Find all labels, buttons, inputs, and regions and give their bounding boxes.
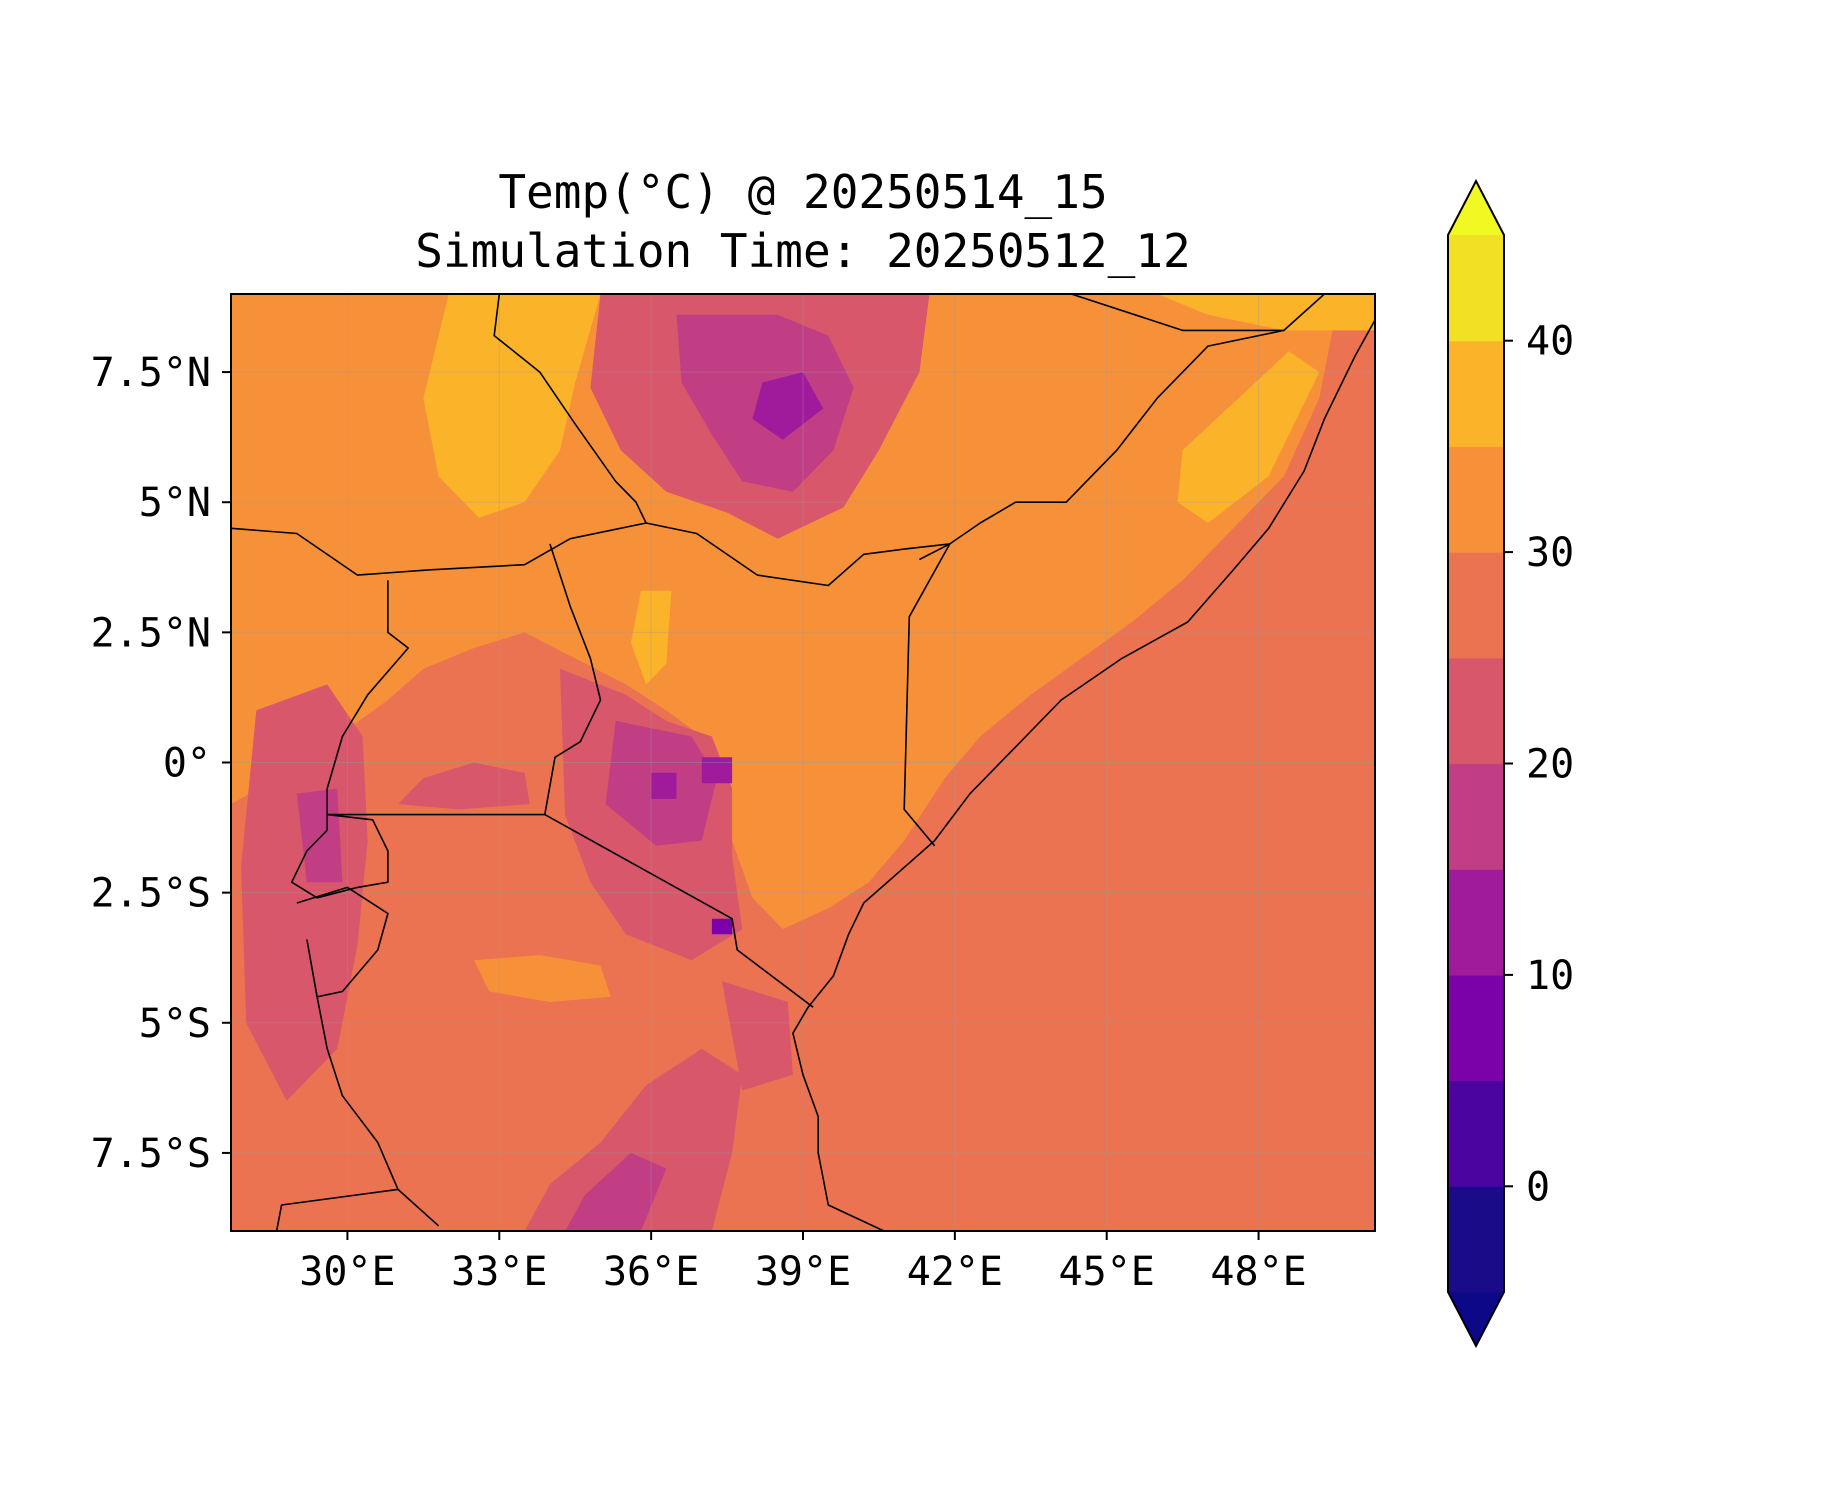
colorbar-tick-label: 30 [1526, 530, 1574, 576]
border-tanzania-drc-lake-border [316, 996, 440, 1227]
colorbar-segment [1448, 1080, 1504, 1187]
colorbar-segment [1448, 552, 1504, 659]
temp-contour-cold-ethiopian-peak [752, 372, 824, 440]
colorbar-segment [1448, 1186, 1504, 1293]
y-tick-label: 2.5°S [91, 871, 211, 917]
border-tanzania-zambia-border [275, 1188, 399, 1231]
border-rwanda-border [290, 813, 389, 899]
x-tick-label: 42°E [907, 1249, 1003, 1295]
x-tick-label: 36°E [603, 1249, 699, 1295]
temp-contour-hot-turkana [630, 590, 672, 685]
border-ethiopia-somalia-border [919, 294, 1375, 561]
border-uganda-drc-border [326, 580, 409, 831]
colorbar-segment [1448, 235, 1504, 342]
colorbar-tick-label: 10 [1526, 953, 1574, 999]
temp-contour-hot-north-somalia [1157, 294, 1375, 331]
border-south-sudan-border [231, 294, 647, 576]
country-borders-and-coastline [231, 294, 1375, 1231]
x-tick-label: 48°E [1210, 1249, 1306, 1295]
temp-contour-mild-uganda [398, 762, 530, 810]
colorbar-extend-bottom [1448, 1292, 1504, 1346]
x-tick-label: 45°E [1059, 1249, 1155, 1295]
temp-contour-hot-sudan-lowlands [423, 294, 601, 518]
border-coastline [792, 319, 1375, 1231]
temp-contour-hot-somali-coast [1177, 351, 1320, 523]
colorbar-tick-label: 0 [1526, 1164, 1550, 1210]
border-kenya-uganda-border [544, 543, 602, 815]
y-tick-label: 2.5°N [91, 610, 211, 656]
y-tick-label: 7.5°N [91, 350, 211, 396]
colorbar-segment [1448, 763, 1504, 870]
border-kenya-tanzania-border [544, 813, 814, 1008]
x-tick-label: 33°E [451, 1249, 547, 1295]
x-tick-label: 30°E [299, 1249, 395, 1295]
temp-contour-cool-southern-highlands [565, 1152, 667, 1231]
latitude-axis: 7.5°N 5°N 2.5°N 0° 2.5°S 5°S 7.5°S [91, 350, 231, 1177]
temp-contour-mild-usambara [722, 981, 793, 1091]
border-kenya-ethiopia-border [645, 522, 950, 587]
y-tick-label: 5°S [139, 1001, 211, 1047]
title-line-1: Temp(°C) @ 20250514_15 [498, 165, 1107, 219]
colorbar-segment [1448, 869, 1504, 976]
colorbar-tick-label: 20 [1526, 742, 1574, 788]
colorbar-extend-top [1448, 181, 1504, 235]
temperature-field [231, 294, 1375, 1231]
y-tick-label: 5°N [139, 480, 211, 526]
colorbar-segment [1448, 974, 1504, 1082]
longitude-axis: 30°E 33°E 36°E 39°E 42°E 45°E 48°E [299, 1231, 1307, 1295]
temp-contour-mild-southern-highlands [524, 1048, 743, 1231]
temp-contour-warm-west-tanzania [474, 955, 611, 1002]
temp-contour-cool-rwenzori [296, 788, 343, 883]
temp-contour-cold-aberdares [651, 772, 677, 799]
x-tick-label: 39°E [755, 1249, 851, 1295]
temp-contour-mild-albertine-rift [241, 684, 368, 1101]
colorbar-segment [1448, 657, 1504, 765]
colorbar: 0 10 20 30 40 [1447, 178, 1574, 1349]
border-somaliland-border [1071, 294, 1284, 332]
temp-contour-cold-mt-kenya [701, 757, 733, 784]
colorbar-outline [1447, 178, 1505, 1349]
y-tick-label: 7.5°S [91, 1131, 211, 1177]
title-line-2: Simulation Time: 20250512_12 [415, 224, 1190, 278]
colorbar-segment [1448, 446, 1504, 553]
y-tick-label: 0° [163, 741, 211, 787]
map-gridlines [231, 294, 1375, 1231]
temp-contour-colder-kilimanjaro [711, 918, 733, 935]
colorbar-segment [1448, 340, 1504, 447]
map-panel [231, 294, 1375, 1231]
border-kenya-somalia-border [903, 543, 951, 847]
colorbar-tick-label: 40 [1526, 319, 1574, 365]
